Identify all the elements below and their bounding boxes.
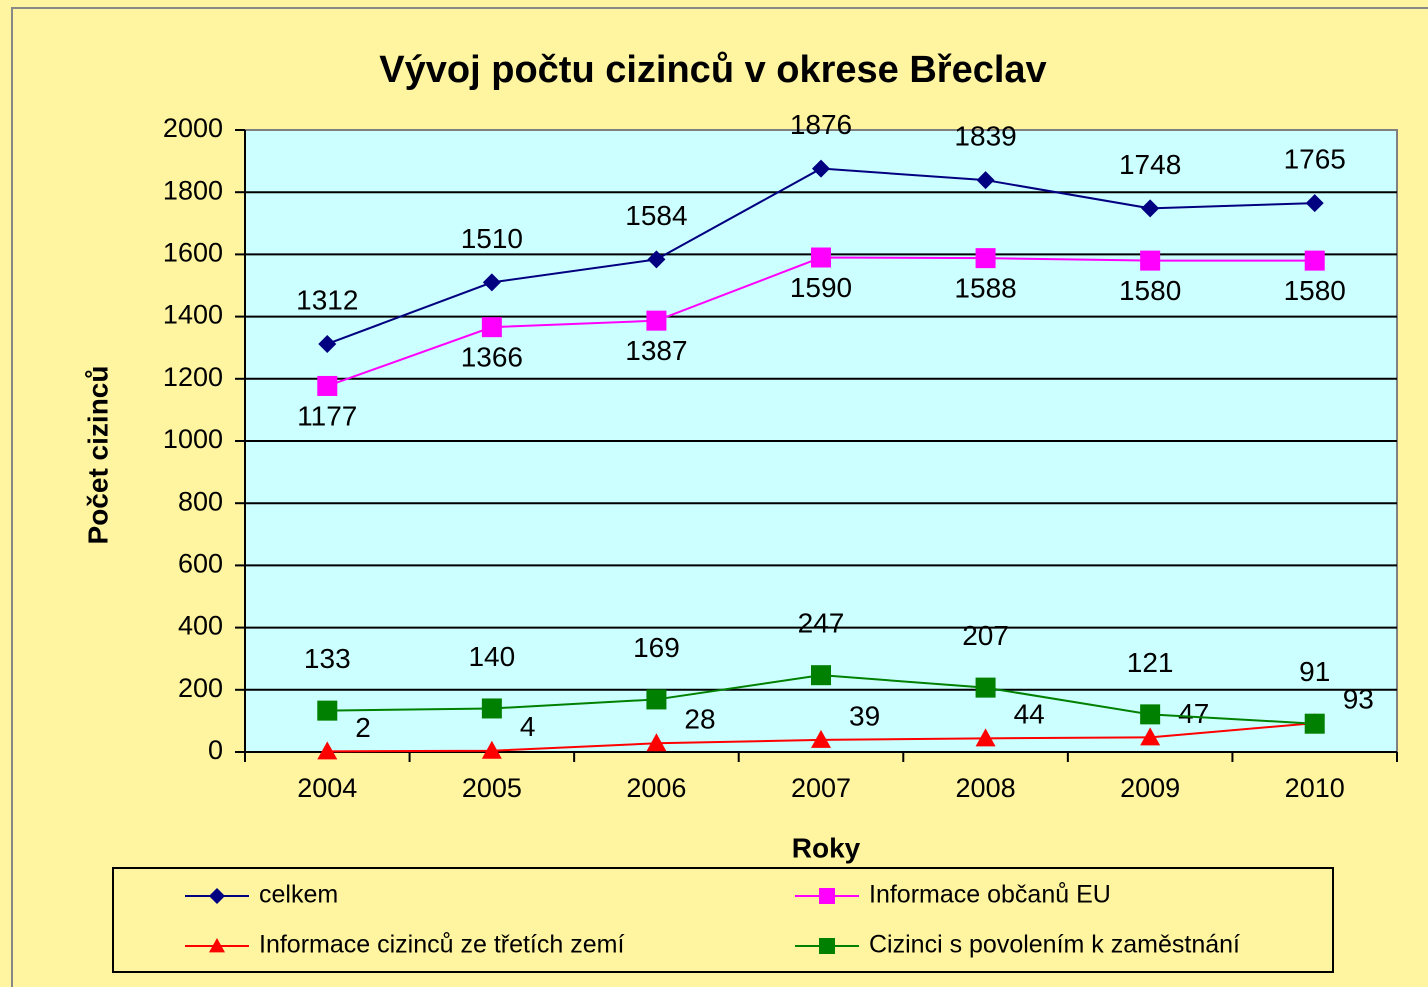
legend-label: Cizinci s povolením k zaměstnání — [869, 931, 1240, 959]
marker — [481, 698, 502, 719]
legend — [112, 867, 1334, 973]
data-label: 1177 — [297, 400, 357, 431]
marker — [209, 938, 225, 953]
x-tick-label: 2007 — [791, 773, 851, 803]
x-tick-label: 2006 — [626, 773, 686, 803]
marker — [811, 665, 831, 686]
data-label: 1387 — [625, 335, 687, 366]
data-label: 1510 — [461, 223, 523, 254]
y-tick-label: 800 — [178, 486, 223, 516]
data-label: 28 — [684, 704, 715, 735]
x-tick-label: 2004 — [297, 773, 357, 803]
marker — [1141, 199, 1160, 218]
data-label: 1588 — [954, 273, 1016, 304]
marker — [317, 700, 338, 721]
marker — [975, 728, 996, 747]
data-label: 169 — [633, 632, 680, 663]
x-tick-label: 2010 — [1285, 773, 1345, 803]
y-tick-label: 1200 — [163, 362, 223, 392]
marker — [1304, 250, 1325, 271]
chart-title: Vývoj počtu cizinců v okrese Břeclav — [379, 49, 1046, 91]
data-label: 1584 — [625, 200, 687, 231]
data-label: 44 — [1014, 699, 1045, 730]
data-label: 2 — [355, 712, 371, 743]
y-tick-label: 400 — [178, 611, 223, 641]
marker — [1140, 704, 1161, 725]
marker — [209, 888, 225, 904]
data-label: 133 — [304, 643, 351, 674]
y-tick-label: 1000 — [163, 424, 223, 454]
marker — [811, 729, 831, 748]
data-label: 4 — [520, 711, 536, 742]
data-label: 1876 — [790, 109, 852, 140]
marker — [976, 171, 995, 190]
x-tick-label: 2005 — [462, 773, 522, 803]
marker — [819, 938, 835, 954]
data-label: 47 — [1178, 698, 1209, 729]
x-axis-label: Roky — [792, 832, 861, 863]
data-label: 91 — [1299, 656, 1330, 687]
marker — [482, 273, 501, 292]
marker — [811, 247, 831, 268]
data-label: 1312 — [296, 284, 358, 315]
data-label: 1590 — [790, 272, 852, 303]
data-label: 207 — [962, 620, 1009, 651]
data-label: 1580 — [1119, 275, 1181, 306]
data-label: 1839 — [954, 120, 1016, 151]
data-label: 140 — [468, 641, 515, 672]
legend-label: celkem — [259, 881, 338, 909]
marker — [975, 248, 996, 269]
marker — [318, 334, 337, 353]
marker — [819, 888, 835, 904]
marker — [481, 740, 502, 759]
data-label: 1765 — [1284, 143, 1346, 174]
marker — [1305, 194, 1324, 213]
y-tick-label: 1800 — [163, 175, 223, 205]
data-label: 1580 — [1284, 275, 1346, 306]
y-tick-label: 0 — [208, 735, 223, 765]
data-label: 93 — [1343, 683, 1374, 714]
y-tick-label: 600 — [178, 549, 223, 579]
y-tick-label: 200 — [178, 673, 223, 703]
marker — [647, 250, 666, 269]
marker — [975, 677, 996, 698]
data-label: 1366 — [461, 342, 523, 373]
y-tick-label: 2000 — [163, 113, 223, 143]
marker — [1304, 713, 1325, 734]
legend-label: Informace cizinců ze třetích zemí — [259, 931, 624, 959]
data-label: 1748 — [1119, 149, 1181, 180]
data-label: 39 — [849, 700, 880, 731]
marker — [812, 159, 830, 178]
y-tick-label: 1600 — [163, 238, 223, 268]
marker — [1140, 727, 1161, 746]
marker — [481, 317, 502, 338]
chart-border — [11, 7, 1428, 987]
marker — [646, 689, 667, 710]
y-axis-label: Počet cizinců — [82, 366, 113, 545]
x-tick-label: 2009 — [1120, 773, 1180, 803]
legend-label: Informace občanů EU — [869, 881, 1111, 909]
data-label: 121 — [1127, 647, 1174, 678]
marker — [317, 375, 338, 396]
marker — [1140, 250, 1161, 271]
marker — [646, 733, 667, 752]
data-label: 247 — [798, 608, 845, 639]
y-tick-label: 1400 — [163, 300, 223, 330]
x-tick-label: 2008 — [956, 773, 1016, 803]
marker — [317, 741, 338, 760]
marker — [646, 310, 667, 331]
